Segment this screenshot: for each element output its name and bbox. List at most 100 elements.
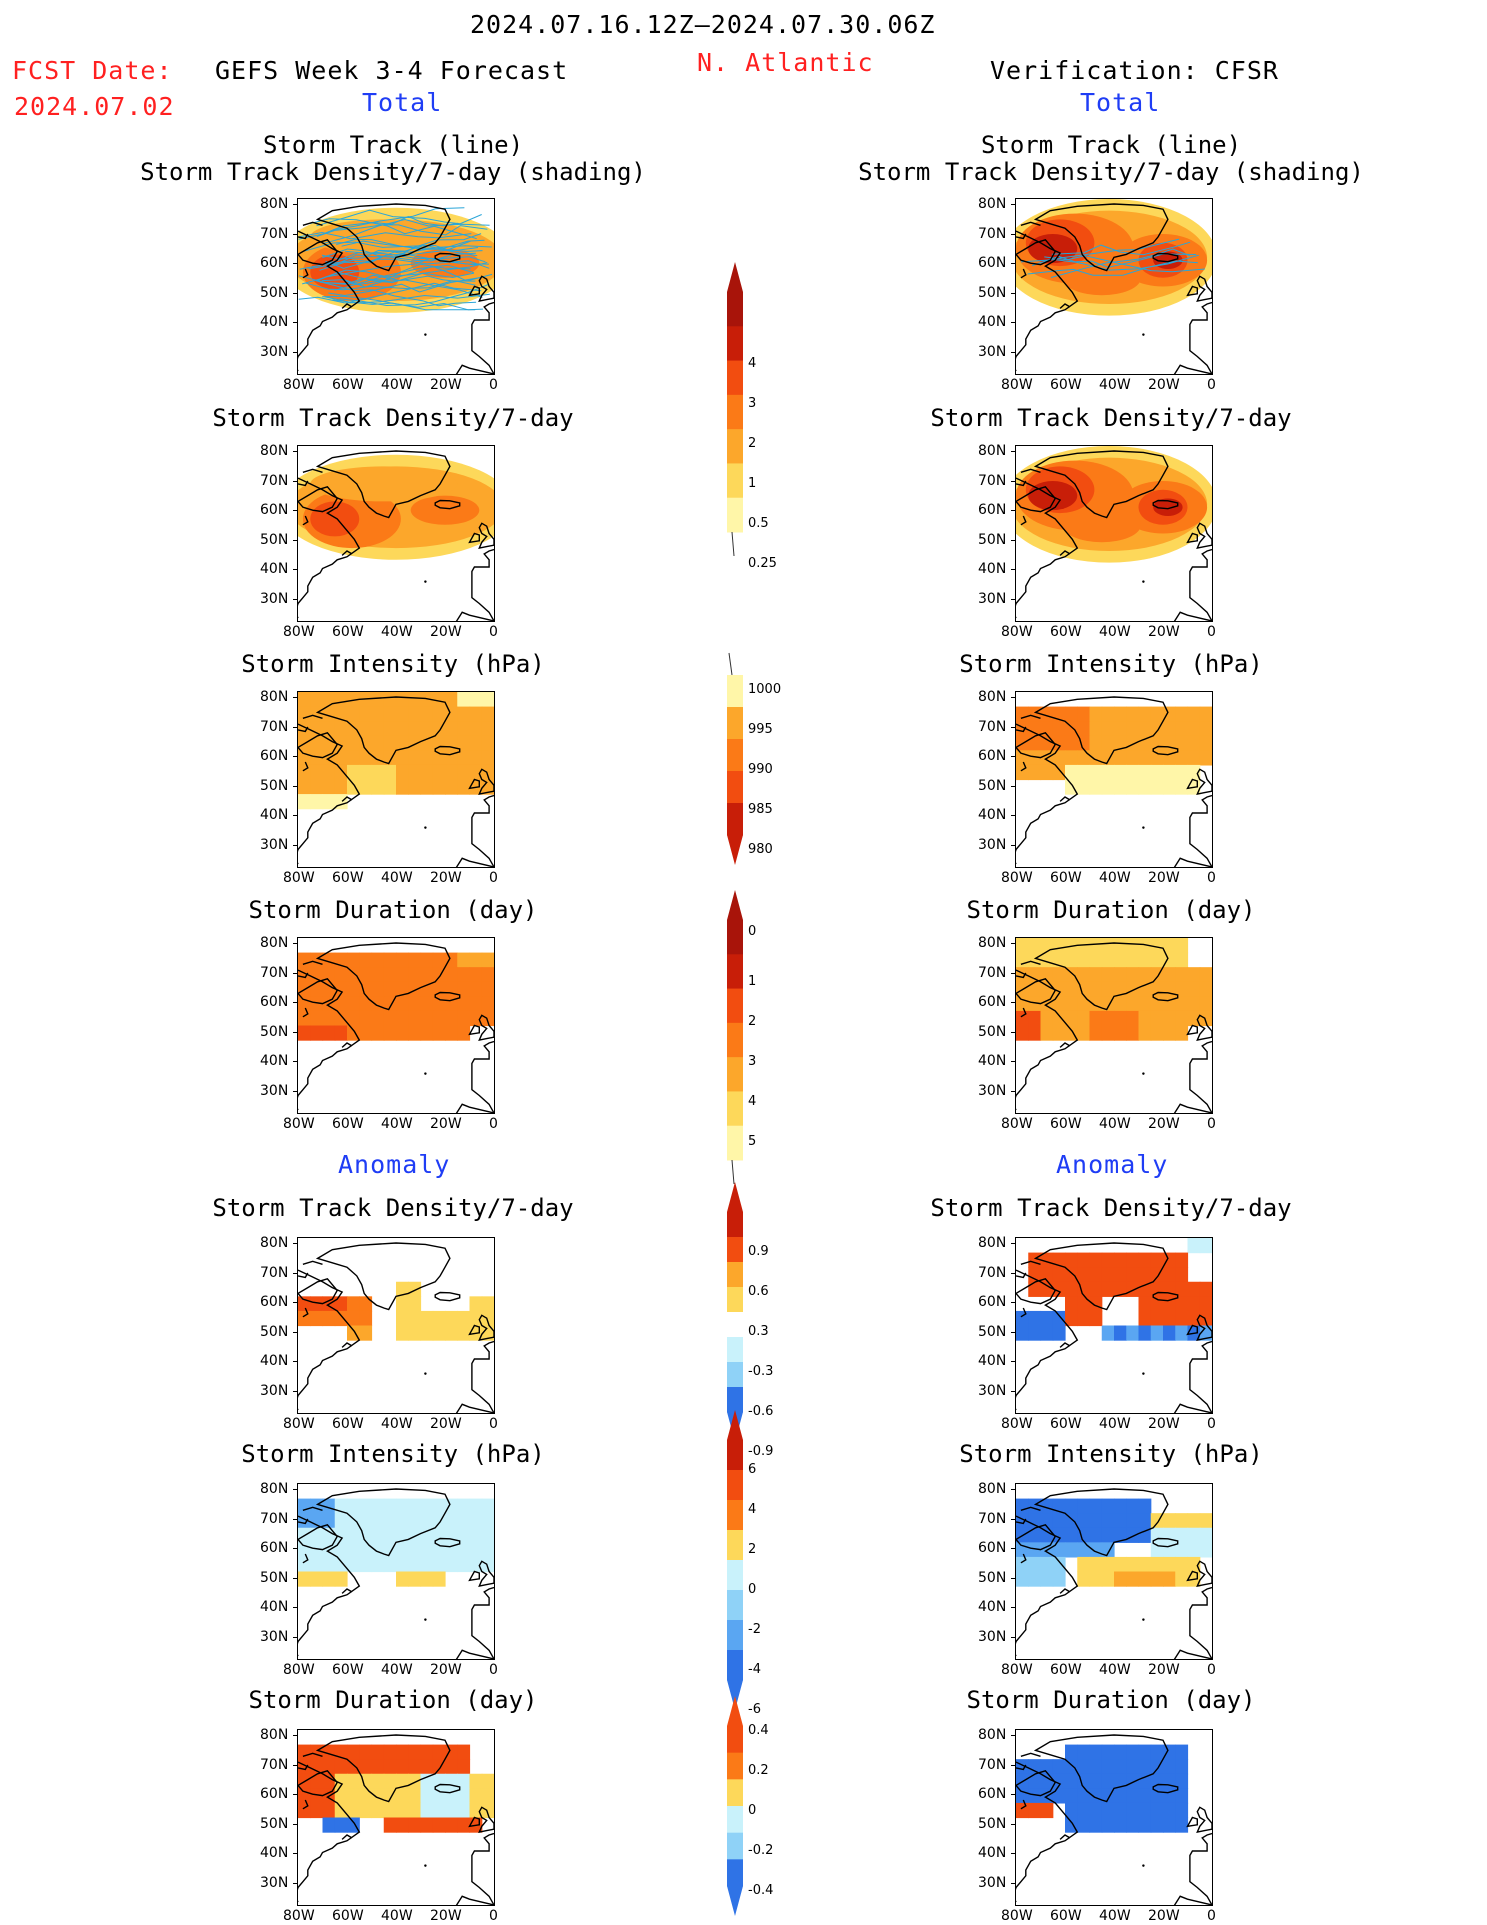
- heatmap-cell: [1040, 1773, 1054, 1789]
- heatmap-cell: [1077, 764, 1091, 781]
- heatmap-cell: [420, 1325, 434, 1341]
- heatmap-cell: [445, 952, 458, 968]
- heatmap-cell: [310, 1773, 324, 1789]
- heatmap-cell: [1175, 735, 1189, 751]
- heatmap-cell: [1089, 1802, 1103, 1819]
- lat-tick-mark: [1011, 943, 1015, 944]
- heatmap-cell: [347, 735, 360, 751]
- heatmap-cell: [457, 721, 471, 737]
- colorbar-tick-label: 0.3: [748, 1324, 769, 1339]
- heatmap-cell: [396, 1310, 409, 1327]
- lat-tick-label: 60N: [260, 1294, 289, 1310]
- heatmap-cell: [1114, 1513, 1127, 1529]
- heatmap-cell: [1114, 721, 1127, 737]
- lat-tick-label: 30N: [978, 1628, 1007, 1645]
- heatmap-cell: [322, 1556, 336, 1573]
- colorbar-segment: [727, 1312, 743, 1338]
- heatmap-cell: [1077, 1252, 1091, 1268]
- heatmap-cell: [1052, 1571, 1066, 1587]
- heatmap-cell: [481, 1802, 494, 1819]
- heatmap-cell: [420, 735, 434, 751]
- heatmap-cell: [469, 1010, 483, 1027]
- heatmap-cell: [1065, 952, 1078, 968]
- heatmap-cell: [1040, 1267, 1054, 1283]
- coastline: [298, 942, 494, 1113]
- heatmap-cell: [322, 1759, 336, 1775]
- heatmap-cell: [1199, 721, 1212, 737]
- heatmap-cell: [1150, 938, 1164, 954]
- lat-tick-label: 60N: [260, 748, 289, 764]
- heatmap-cell: [1101, 1571, 1115, 1587]
- colorbar-segment: [727, 1287, 743, 1313]
- heatmap-cell: [1199, 967, 1212, 983]
- heatmap-cell: [359, 1788, 373, 1804]
- colorbar-segment: [727, 1091, 743, 1127]
- forecast-anomaly-label: Anomaly: [338, 1150, 451, 1179]
- heatmap-cell: [1101, 967, 1115, 983]
- lat-tick-label: 80N: [978, 196, 1007, 212]
- colorbar-segment: [727, 1125, 743, 1161]
- heatmap-cell: [1089, 1025, 1103, 1041]
- heatmap-cell: [457, 1802, 471, 1819]
- heatmap-cell: [1016, 1498, 1029, 1514]
- lat-tick-label: 70N: [978, 1264, 1007, 1281]
- heatmap-cell: [1028, 1527, 1042, 1543]
- heatmap-cell: [1028, 938, 1042, 954]
- colorbar-arrow-bottom: [727, 1680, 743, 1710]
- lat-tick-label: 50N: [978, 284, 1007, 301]
- lat-tick-label: 50N: [978, 1815, 1007, 1832]
- heatmap-cell: [1016, 952, 1029, 968]
- heatmap-cell: [481, 1325, 494, 1341]
- total-intensity-colorbar: 1000 995 990 985 980: [725, 645, 781, 869]
- heatmap-cell: [445, 1744, 458, 1760]
- heatmap-cell: [469, 996, 483, 1012]
- heatmap-cell: [1175, 1788, 1189, 1804]
- heatmap-cell: [396, 1498, 409, 1514]
- heatmap-cell: [432, 692, 446, 708]
- heatmap-cell: [1077, 1010, 1091, 1027]
- lon-tick-label: 80W: [283, 870, 315, 886]
- heatmap-cell: [396, 1025, 409, 1041]
- colorbar-segment: [727, 675, 743, 708]
- heatmap-cell: [1040, 1802, 1054, 1819]
- heatmap-cell: [1077, 967, 1091, 983]
- colorbar-arrow-top: [727, 262, 743, 292]
- lon-tick-label: 60W: [1050, 870, 1082, 886]
- heatmap-cell: [334, 967, 348, 983]
- lon-tick-label: 0: [489, 870, 498, 886]
- forecast-anomaly-density-map: [297, 1237, 495, 1414]
- lat-tick-mark: [1011, 1061, 1015, 1062]
- coastline: [298, 450, 494, 621]
- colorbar-segment: [727, 1362, 743, 1388]
- heatmap-cell: [420, 1759, 434, 1775]
- lat-tick-mark: [293, 1390, 297, 1392]
- lat-tick-label: 40N: [978, 1599, 1007, 1615]
- lon-tick-label: 20W: [1148, 1416, 1180, 1432]
- heatmap-cell: [347, 1296, 360, 1312]
- heatmap-cell: [1101, 1802, 1115, 1819]
- panel-title-track-line-left: Storm Track (line): [262, 131, 524, 159]
- lat-tick-label: 40N: [260, 1353, 289, 1369]
- lat-tick-mark: [293, 972, 297, 974]
- heatmap-cell: [1114, 1498, 1127, 1514]
- heatmap-cell: [445, 779, 458, 795]
- storm-track-lines: [1020, 238, 1205, 278]
- heatmap-cell: [1101, 1817, 1115, 1833]
- lat-tick-mark: [293, 943, 297, 944]
- heatmap-cell: [298, 1010, 311, 1027]
- lat-tick-label: 80N: [260, 1727, 289, 1743]
- heatmap-cell: [1101, 981, 1115, 997]
- heatmap-cell: [1040, 1310, 1054, 1327]
- heatmap-cell: [1114, 1325, 1127, 1341]
- storm-track: [322, 218, 490, 245]
- heatmap-cell: [359, 996, 373, 1012]
- heatmap-cell: [1101, 779, 1115, 795]
- heatmap-cell: [1052, 1025, 1066, 1041]
- verification-intensity-map: [1015, 691, 1213, 868]
- heatmap-cell: [1028, 967, 1042, 983]
- heatmap-cell: [1040, 1010, 1054, 1027]
- heatmap-cell: [1199, 1238, 1212, 1254]
- heatmap-cell: [1089, 1010, 1103, 1027]
- lon-tick-label: 0: [489, 624, 498, 640]
- colorbar-tick-label: 0: [748, 1582, 757, 1597]
